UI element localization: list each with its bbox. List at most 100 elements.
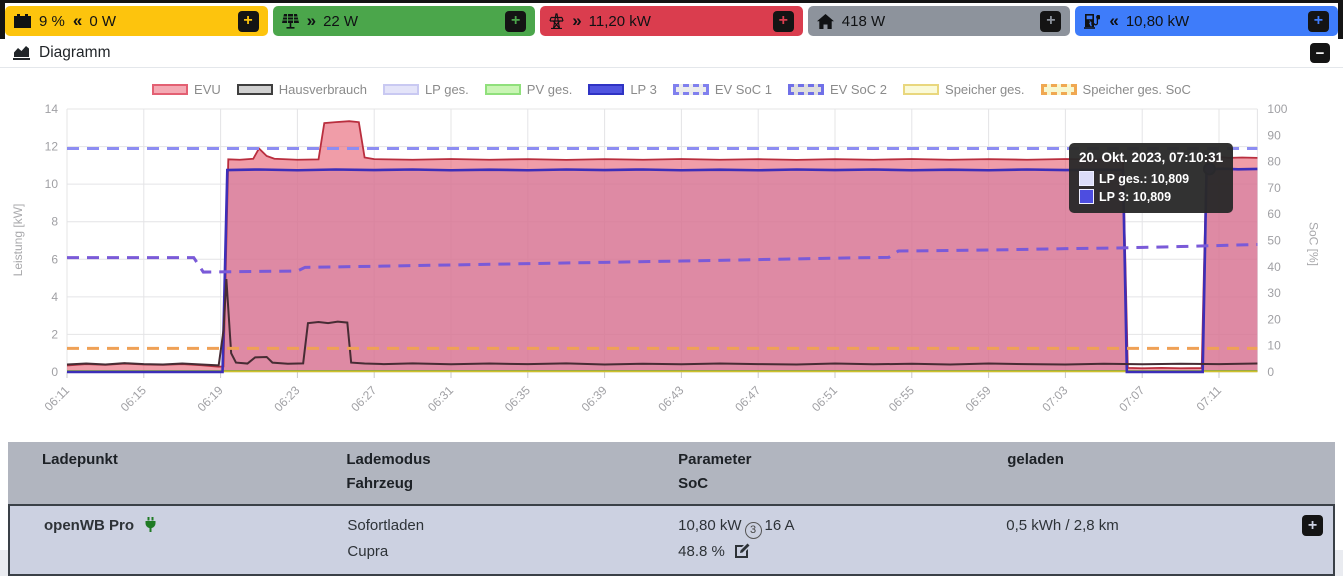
legend-label: Speicher ges. xyxy=(945,82,1025,97)
legend-swatch xyxy=(588,84,625,95)
svg-text:100: 100 xyxy=(1267,104,1287,116)
tooltip-value: 10,809 xyxy=(1132,189,1172,204)
legend-item-hausverbrauch[interactable]: Hausverbrauch xyxy=(236,82,367,97)
svg-text:40: 40 xyxy=(1267,260,1281,274)
legend-label: LP ges. xyxy=(424,82,469,97)
svg-text:4: 4 xyxy=(51,290,58,304)
pv-status-box[interactable]: » 22 W + xyxy=(272,6,536,36)
chargepoint-name-cell: openWB Pro xyxy=(10,513,343,565)
pv-power: 22 W xyxy=(323,12,359,30)
legend-swatch xyxy=(236,84,273,95)
chargepoints-power: 10,80 kW xyxy=(1125,12,1190,30)
header-ladepunkt: Ladepunkt xyxy=(42,451,118,468)
battery-soc: 9 % xyxy=(39,12,65,30)
tooltip-row: LP ges.: 10,809 xyxy=(1079,171,1223,186)
battery-expand-button[interactable]: + xyxy=(237,10,259,32)
tooltip-swatch xyxy=(1079,189,1094,204)
svg-text:80: 80 xyxy=(1267,155,1281,169)
svg-text:06:19: 06:19 xyxy=(195,383,226,414)
svg-text:0: 0 xyxy=(1267,365,1274,379)
house-expand-button[interactable]: + xyxy=(1040,10,1062,32)
table-row[interactable]: openWB Pro Sofortladen Cupra 10,80 kW 3 16… xyxy=(8,504,1335,576)
house-power: 418 W xyxy=(841,12,886,30)
phases-icon: 3 xyxy=(744,521,762,539)
legend-label: Speicher ges. SoC xyxy=(1082,82,1191,97)
arrow-right-icon: » xyxy=(572,11,582,30)
tooltip-title: 20. Okt. 2023, 07:10:31 xyxy=(1079,150,1224,165)
svg-text:06:35: 06:35 xyxy=(502,383,533,414)
chargepoints-expand-button[interactable]: + xyxy=(1307,10,1329,32)
edit-soc-icon[interactable] xyxy=(734,542,751,559)
legend-item-ev-soc-2[interactable]: EV SoC 2 xyxy=(787,82,887,97)
svg-text:10: 10 xyxy=(45,177,59,191)
svg-text:10: 10 xyxy=(1267,339,1281,353)
charge-parameter: 10,80 kW 3 16 A xyxy=(678,513,1002,539)
legend-label: LP 3 xyxy=(630,82,657,97)
grid-expand-button[interactable]: + xyxy=(772,10,794,32)
charging-station-icon xyxy=(1084,13,1101,29)
legend-label: Hausverbrauch xyxy=(278,82,367,97)
chargepoints-status-box[interactable]: « 10,80 kW + xyxy=(1075,6,1338,36)
chargepoint-name: openWB Pro xyxy=(44,517,134,534)
top-border xyxy=(0,0,1343,3)
status-bar: 9 % « 0 W + » 22 W + » 11,20 kW + 418 W … xyxy=(0,3,1343,39)
chart-tooltip: 20. Okt. 2023, 07:10:31 LP ges.: 10,809 … xyxy=(1069,143,1234,213)
legend-label: EVU xyxy=(194,82,221,97)
legend-item-speicher-ges-[interactable]: Speicher ges. xyxy=(903,82,1025,97)
diagram-collapse-button[interactable]: − xyxy=(1310,43,1330,63)
legend-item-pv-ges-[interactable]: PV ges. xyxy=(484,82,573,97)
svg-text:06:47: 06:47 xyxy=(732,383,763,414)
legend-item-lp-ges-[interactable]: LP ges. xyxy=(382,82,469,97)
grid-power: 11,20 kW xyxy=(588,12,651,30)
svg-text:14: 14 xyxy=(45,104,59,116)
series-Hausverbrauch xyxy=(66,278,1258,367)
legend-item-evu[interactable]: EVU xyxy=(152,82,221,97)
legend-label: EV SoC 1 xyxy=(714,82,772,97)
car-battery-icon xyxy=(14,14,31,28)
tooltip-label: LP ges.: xyxy=(1099,171,1148,186)
header-lademodus-fahrzeug: Lademodus Fahrzeug xyxy=(346,451,431,492)
svg-text:12: 12 xyxy=(45,140,59,154)
vehicle-name: Cupra xyxy=(347,543,389,560)
plug-icon xyxy=(144,517,157,532)
svg-text:06:55: 06:55 xyxy=(886,383,917,414)
series-EV SoC 2 xyxy=(67,242,1258,274)
legend-label: PV ges. xyxy=(526,82,573,97)
svg-text:06:23: 06:23 xyxy=(271,383,302,414)
series-LP 3 xyxy=(67,167,1258,374)
power-soc-chart[interactable]: 0 2 4 6 8 10 12 14 0 10 20 30 40 50 60 70 80 90 100 06:11 06… xyxy=(0,104,1343,434)
solar-panel-icon xyxy=(281,13,299,29)
svg-text:0: 0 xyxy=(51,365,58,379)
grid-status-box[interactable]: » 11,20 kW + xyxy=(540,6,803,36)
house-status-box[interactable]: 418 W + xyxy=(807,6,1071,36)
arrow-right-icon: » xyxy=(306,11,317,30)
header-parameter-soc: Parameter SoC xyxy=(678,451,752,492)
svg-text:06:31: 06:31 xyxy=(425,383,456,414)
svg-text:Leistung [kW]: Leistung [kW] xyxy=(11,204,25,277)
chart-section: EVU Hausverbrauch LP ges. PV ges. LP 3 EV SoC… xyxy=(0,68,1343,434)
legend-swatch xyxy=(152,84,189,95)
pv-expand-button[interactable]: + xyxy=(505,10,527,32)
svg-text:SoC [%]: SoC [%] xyxy=(1306,222,1320,266)
chart-area-icon xyxy=(13,46,30,60)
arrow-left-icon: « xyxy=(1109,11,1119,30)
svg-text:06:15: 06:15 xyxy=(118,383,149,414)
svg-text:70: 70 xyxy=(1267,181,1281,195)
legend-item-ev-soc-1[interactable]: EV SoC 1 xyxy=(672,82,772,97)
chargepoint-expand-button[interactable]: + xyxy=(1302,515,1323,536)
legend-swatch xyxy=(903,84,940,95)
area-EVU xyxy=(67,121,1258,372)
svg-text:07:11: 07:11 xyxy=(1194,383,1225,414)
svg-text:06:27: 06:27 xyxy=(348,383,379,414)
battery-status-box[interactable]: 9 % « 0 W + xyxy=(5,6,268,36)
legend-item-speicher-ges-soc[interactable]: Speicher ges. SoC xyxy=(1040,82,1191,97)
svg-text:06:11: 06:11 xyxy=(42,383,73,414)
svg-text:07:07: 07:07 xyxy=(1116,383,1147,414)
vehicle-soc: 48.8 % xyxy=(678,539,1002,565)
legend-item-lp-3[interactable]: LP 3 xyxy=(588,82,657,97)
svg-text:50: 50 xyxy=(1267,234,1281,248)
mode-vehicle-cell: Sofortladen Cupra xyxy=(343,513,674,565)
svg-text:2: 2 xyxy=(51,327,58,341)
svg-text:30: 30 xyxy=(1267,286,1281,300)
